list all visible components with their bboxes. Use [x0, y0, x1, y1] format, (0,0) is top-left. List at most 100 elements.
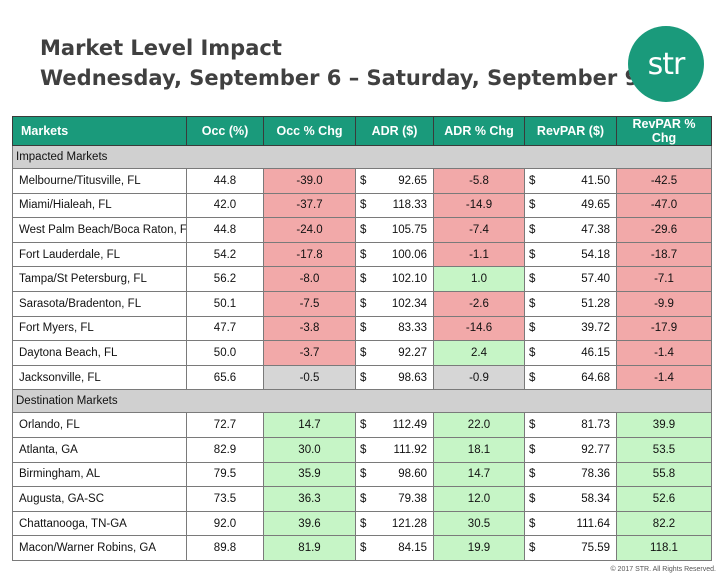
revpar-cell-value: 81.73 [581, 419, 610, 432]
revpar-change-cell: -1.4 [616, 340, 712, 366]
market-name-cell: West Palm Beach/Boca Raton, FL [12, 217, 187, 243]
adr-cell: $121.28 [355, 510, 434, 537]
revpar-cell: $39.72 [524, 315, 617, 342]
adr-change-cell: -1.1 [433, 241, 525, 268]
currency-symbol: $ [529, 468, 536, 481]
occ-cell: 73.5 [186, 486, 264, 512]
market-name-cell: Chattanooga, TN-GA [12, 510, 187, 537]
currency-symbol: $ [360, 174, 367, 187]
currency-symbol: $ [360, 371, 367, 384]
column-header: Occ (%) [186, 116, 264, 146]
column-header: Markets [12, 116, 187, 146]
market-name-cell: Macon/Warner Robins, GA [12, 535, 187, 561]
str-logo: str [628, 26, 704, 102]
adr-change-cell: -7.4 [433, 217, 525, 243]
table-row: Miami/Hialeah, FL 42.0 -37.7 $118.33 -14.9 $4… [12, 192, 712, 219]
occ-change-cell: 30.0 [263, 436, 356, 463]
adr-cell-value: 98.63 [398, 371, 427, 384]
currency-symbol: $ [360, 492, 367, 505]
occ-change-cell: 39.6 [263, 510, 356, 537]
adr-cell: $79.38 [355, 486, 434, 512]
adr-cell-value: 92.27 [398, 346, 427, 359]
column-header: Occ % Chg [263, 116, 356, 146]
currency-symbol: $ [529, 542, 536, 555]
currency-symbol: $ [360, 199, 367, 212]
market-name-cell: Jacksonville, FL [12, 364, 187, 391]
occ-cell: 65.6 [186, 364, 264, 391]
market-name-cell: Tampa/St Petersburg, FL [12, 266, 187, 292]
market-name-cell: Miami/Hialeah, FL [12, 192, 187, 219]
adr-cell-value: 83.33 [398, 322, 427, 335]
adr-cell-value: 84.15 [398, 542, 427, 555]
currency-symbol: $ [529, 199, 536, 212]
occ-cell: 42.0 [186, 192, 264, 219]
currency-symbol: $ [529, 492, 536, 505]
adr-change-cell: -14.9 [433, 192, 525, 219]
occ-change-cell: -24.0 [263, 217, 356, 243]
occ-change-cell: 35.9 [263, 461, 356, 488]
occ-change-cell: -39.0 [263, 168, 356, 194]
revpar-cell: $46.15 [524, 340, 617, 366]
market-impact-table: Markets Occ (%) Occ % Chg ADR ($) ADR % … [12, 116, 712, 561]
revpar-cell-value: 46.15 [581, 346, 610, 359]
market-name-cell: Melbourne/Titusville, FL [12, 168, 187, 194]
adr-cell: $111.92 [355, 436, 434, 463]
revpar-cell-value: 58.34 [581, 492, 610, 505]
revpar-cell-value: 75.59 [581, 542, 610, 555]
occ-cell: 56.2 [186, 266, 264, 292]
adr-change-cell: 14.7 [433, 461, 525, 488]
occ-cell: 47.7 [186, 315, 264, 342]
currency-symbol: $ [529, 174, 536, 187]
adr-cell: $102.10 [355, 266, 434, 292]
revpar-change-cell: -29.6 [616, 217, 712, 243]
table-row: Augusta, GA-SC 73.5 36.3 $79.38 12.0 $58.34 52… [12, 486, 712, 512]
currency-symbol: $ [360, 223, 367, 236]
revpar-cell: $81.73 [524, 412, 617, 438]
revpar-cell: $47.38 [524, 217, 617, 243]
market-name-cell: Birmingham, AL [12, 461, 187, 488]
table-row: Tampa/St Petersburg, FL 56.2 -8.0 $102.10 1.… [12, 266, 712, 292]
currency-symbol: $ [360, 322, 367, 335]
revpar-change-cell: 118.1 [616, 535, 712, 561]
currency-symbol: $ [360, 517, 367, 530]
occ-change-cell: -3.8 [263, 315, 356, 342]
revpar-change-cell: 53.5 [616, 436, 712, 463]
occ-change-cell: 14.7 [263, 412, 356, 438]
revpar-change-cell: -9.9 [616, 290, 712, 317]
revpar-cell-value: 64.68 [581, 371, 610, 384]
table-row: Birmingham, AL 79.5 35.9 $98.60 14.7 $78.36 55… [12, 461, 712, 488]
revpar-change-cell: -17.9 [616, 315, 712, 342]
adr-cell-value: 111.92 [393, 443, 427, 456]
currency-symbol: $ [360, 419, 367, 432]
occ-change-cell: -3.7 [263, 340, 356, 366]
revpar-change-cell: -42.5 [616, 168, 712, 194]
market-name-cell: Fort Myers, FL [12, 315, 187, 342]
revpar-cell: $58.34 [524, 486, 617, 512]
adr-change-cell: 12.0 [433, 486, 525, 512]
currency-symbol: $ [529, 248, 536, 261]
revpar-cell: $111.64 [524, 510, 617, 537]
copyright-notice: © 2017 STR. All Rights Reserved. [610, 566, 716, 573]
table-row: Macon/Warner Robins, GA 89.8 81.9 $84.15 19.… [12, 535, 712, 561]
adr-change-cell: 1.0 [433, 266, 525, 292]
revpar-change-cell: 52.6 [616, 486, 712, 512]
occ-change-cell: -7.5 [263, 290, 356, 317]
table-row: Fort Lauderdale, FL 54.2 -17.8 $100.06 -1.1 $… [12, 241, 712, 268]
revpar-change-cell: 39.9 [616, 412, 712, 438]
adr-change-cell: 30.5 [433, 510, 525, 537]
occ-change-cell: 36.3 [263, 486, 356, 512]
currency-symbol: $ [360, 542, 367, 555]
currency-symbol: $ [529, 322, 536, 335]
revpar-cell-value: 111.64 [576, 517, 610, 530]
revpar-cell: $78.36 [524, 461, 617, 488]
adr-change-cell: 2.4 [433, 340, 525, 366]
occ-change-cell: 81.9 [263, 535, 356, 561]
revpar-cell-value: 78.36 [581, 468, 610, 481]
revpar-cell: $75.59 [524, 535, 617, 561]
group-label: Impacted Markets [12, 145, 712, 169]
adr-cell: $83.33 [355, 315, 434, 342]
column-header: RevPAR % Chg [616, 116, 712, 146]
currency-symbol: $ [360, 346, 367, 359]
table-row: Fort Myers, FL 47.7 -3.8 $83.33 -14.6 $39.72-… [12, 315, 712, 342]
occ-change-cell: -17.8 [263, 241, 356, 268]
